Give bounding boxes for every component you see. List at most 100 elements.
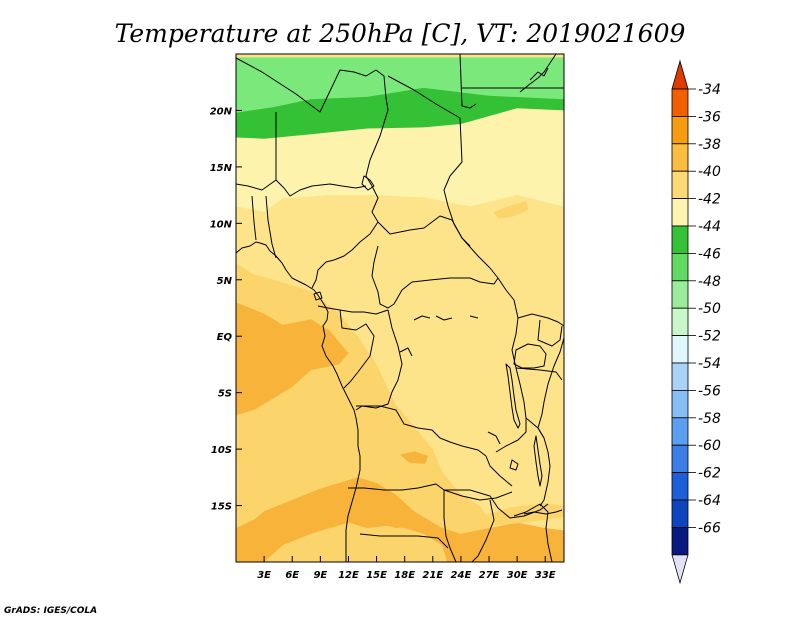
temp-zone-9 <box>479 503 564 526</box>
border-niger-chad <box>365 109 389 223</box>
temp-zone-7 <box>384 511 415 529</box>
colorbar-swatch <box>671 417 689 446</box>
temp-zone-6 <box>264 522 447 562</box>
grads-credit: GrADS: IGES/COLA <box>4 606 97 616</box>
colorbar-swatch <box>671 499 689 528</box>
lat-tick-label: 10S <box>211 445 232 456</box>
border-zimbabwe-moz <box>513 503 553 562</box>
lat-tick-label: 15S <box>211 502 232 513</box>
coast-madagascar-channel <box>523 509 563 515</box>
lake-victoria <box>513 343 547 369</box>
lat-tick-label: EQ <box>217 332 233 343</box>
colorbar-swatch <box>671 554 689 585</box>
colorbar-label: -40 <box>698 164 721 180</box>
lon-tick-label: 27E <box>479 570 500 581</box>
border-nigeria-cameroon <box>311 221 379 289</box>
map-frame <box>235 53 565 563</box>
colorbar-label: -60 <box>698 438 721 454</box>
border-drc-west <box>355 309 403 411</box>
coast-bioko <box>313 291 323 301</box>
colorbar-swatch <box>671 143 689 172</box>
colorbar-label: -52 <box>698 329 721 345</box>
colorbar-label: -34 <box>698 82 721 98</box>
colorbar-label: -44 <box>698 219 721 235</box>
chart-title: Temperature at 250hPa [C], VT: 201902160… <box>115 19 686 48</box>
lon-tick-label: 18E <box>394 570 415 581</box>
colorbar-swatch <box>671 116 689 145</box>
border-drc-east <box>495 277 527 453</box>
colorbar-label: -38 <box>698 137 721 153</box>
lat-tick-label: 15N <box>210 163 233 174</box>
colorbar-label: -66 <box>698 520 721 536</box>
colorbar-label: -62 <box>698 466 721 482</box>
border-car <box>371 215 499 309</box>
border-benin-togo <box>251 195 277 259</box>
colorbar-swatch <box>671 389 689 419</box>
lon-tick-label: 3E <box>257 570 271 581</box>
colorbar-label: -58 <box>698 411 721 427</box>
border-mali-niger <box>236 112 277 191</box>
lat-tick-label: 5N <box>217 276 233 287</box>
colorbar-swatch <box>671 280 689 309</box>
colorbar-label: -36 <box>698 109 721 125</box>
lake-chad <box>361 175 375 191</box>
colorbar-swatch <box>671 362 689 391</box>
colorbar-swatch <box>671 527 689 556</box>
temp-zone-10 <box>493 200 529 219</box>
colorbar-label: -50 <box>698 301 721 317</box>
temperature-shading <box>236 57 564 562</box>
border-libya-egypt <box>459 54 477 109</box>
map-panel <box>236 54 564 562</box>
lat-tick-label: 20N <box>210 106 233 117</box>
lon-tick-label: 24E <box>451 570 472 581</box>
colorbar-swatch <box>671 88 689 117</box>
colorbar-swatch <box>671 335 689 364</box>
temp-zone-4 <box>236 302 349 416</box>
border-niger-south <box>275 179 367 197</box>
temp-zone-1 <box>236 87 564 141</box>
colorbar-swatch <box>671 170 689 199</box>
border-nile-delta <box>529 67 549 81</box>
colorbar-label: -64 <box>698 493 721 509</box>
border-angola-namibia <box>348 483 513 501</box>
colorbar-label: -48 <box>698 274 721 290</box>
latitude-axis: 20N 15N 10N 5N EQ 5S 10S 15S <box>210 106 242 513</box>
coast-west-africa <box>236 241 361 562</box>
border-drc-angola <box>356 405 513 487</box>
lon-tick-label: 6E <box>285 570 299 581</box>
longitude-axis: 3E 6E 9E 12E 15E 18E 21E 24E 27E 30E 33E <box>257 556 556 581</box>
lat-tick-label: 5S <box>218 389 232 400</box>
lake-malawi <box>533 435 543 487</box>
lon-tick-label: 12E <box>338 570 359 581</box>
colorbar-label: -42 <box>698 192 721 208</box>
temp-zone-8 <box>400 451 429 464</box>
lat-tick-label: 10N <box>210 219 233 230</box>
lakes-congo-basin <box>399 315 519 471</box>
country-borders <box>236 54 564 562</box>
border-zambia <box>443 489 549 562</box>
colorbar-swatch <box>671 444 689 474</box>
colorbar-swatch <box>671 472 689 501</box>
border-uganda-kenya <box>517 313 564 347</box>
lon-tick-label: 15E <box>366 570 387 581</box>
colorbar-label: -56 <box>698 383 721 399</box>
colorbar: -34 -36 -38 -40 -42 -44 -46 -48 -50 -52 -54 -56 -58 -… <box>671 59 721 585</box>
border-tanzania <box>515 367 563 439</box>
lon-tick-label: 9E <box>313 570 327 581</box>
colorbar-swatch <box>671 252 689 282</box>
colorbar-swatch <box>671 59 689 90</box>
border-red-sea <box>519 54 557 93</box>
colorbar-label: -54 <box>698 356 721 372</box>
border-cameroon-gabon <box>317 305 389 315</box>
lon-tick-label: 33E <box>535 570 556 581</box>
lake-tanganyika <box>505 363 521 429</box>
colorbar-label: -46 <box>698 246 721 262</box>
colorbar-swatch <box>671 225 689 254</box>
border-botswana <box>359 499 495 562</box>
temp-zone-2 <box>236 108 564 212</box>
border-congo <box>339 309 375 389</box>
border-algeria-libya <box>236 57 389 113</box>
lon-tick-label: 21E <box>422 570 443 581</box>
colorbar-swatch <box>671 198 689 227</box>
